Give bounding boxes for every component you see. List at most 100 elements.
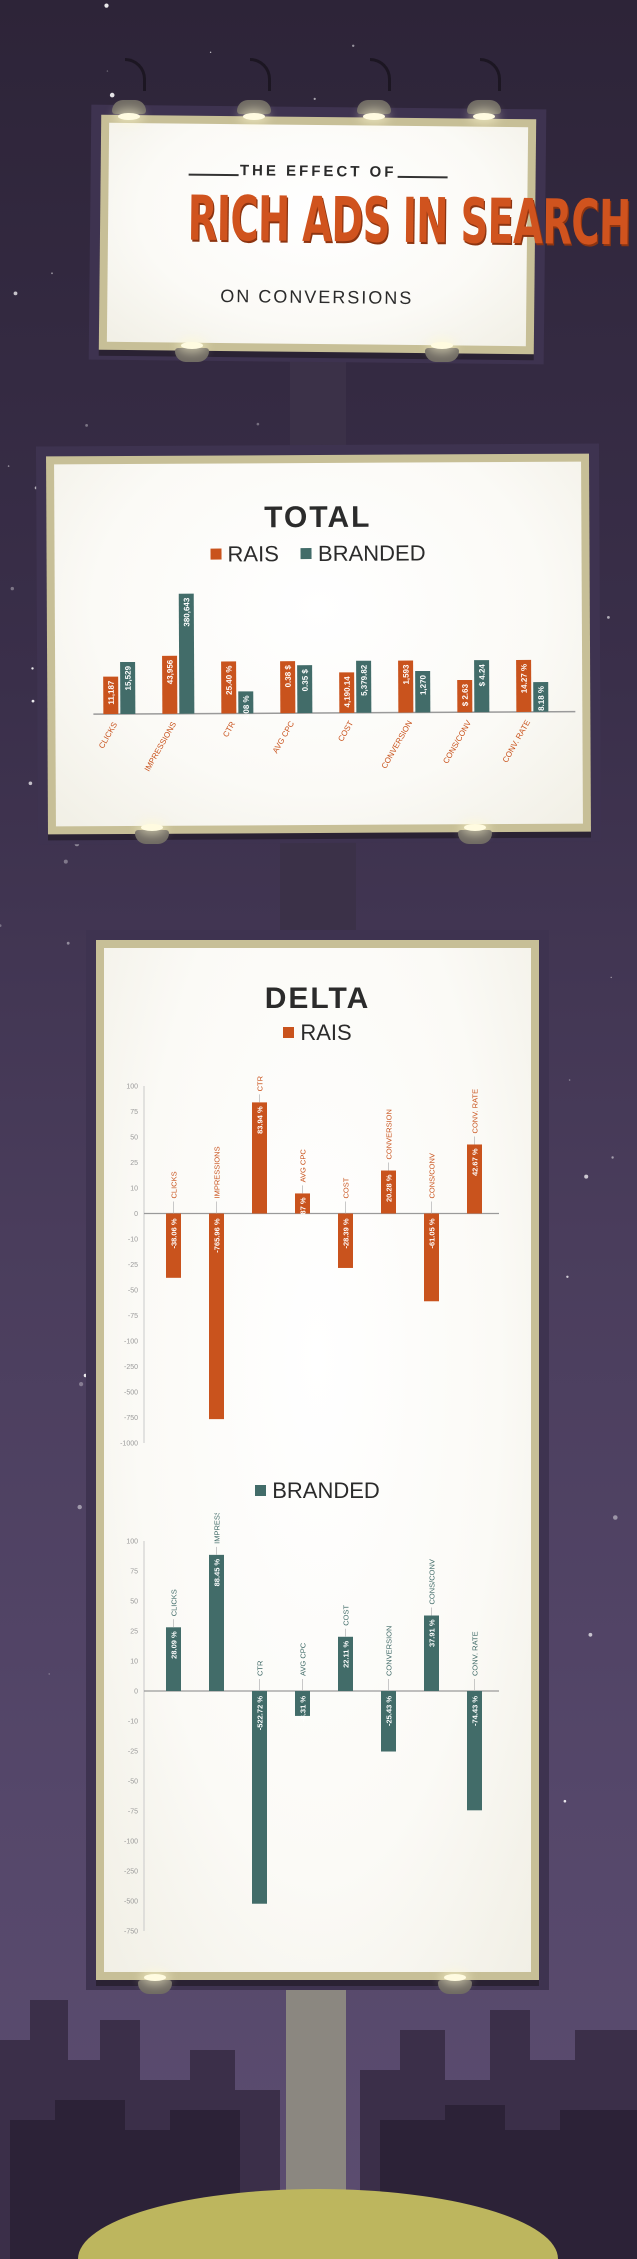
legend-swatch-branded bbox=[300, 548, 313, 560]
delta-bar bbox=[295, 1193, 310, 1214]
delta-bar-label: 88.45 % bbox=[213, 1559, 222, 1587]
delta-legend-label-branded: BRANDED bbox=[272, 1478, 380, 1503]
delta-bar bbox=[166, 1627, 181, 1691]
delta-bar-label: 28.09 % bbox=[170, 1631, 179, 1659]
delta-legend-swatch-branded bbox=[255, 1485, 267, 1496]
total-legend: RAIS BRANDED bbox=[54, 540, 581, 569]
title-line-3: ON CONVERSIONS bbox=[220, 285, 414, 309]
delta-y-tick-label: 10 bbox=[130, 1659, 138, 1666]
total-bar-label: 15,529 bbox=[124, 665, 133, 690]
star-icon bbox=[10, 586, 14, 591]
delta-y-tick-label: -250 bbox=[124, 1869, 138, 1876]
delta-y-tick-label: -1000 bbox=[120, 1441, 138, 1448]
spotlight-icon bbox=[237, 100, 271, 120]
delta-y-tick-label: -50 bbox=[128, 1288, 138, 1295]
total-bar-branded bbox=[415, 670, 431, 713]
delta-bar-label: 83.94 % bbox=[256, 1106, 265, 1134]
star-icon bbox=[104, 3, 109, 8]
total-billboard-panel: TOTAL RAIS BRANDED 11,187 15,529 CLICKS 43,… bbox=[54, 461, 583, 827]
delta-bar-label: -8.31 % bbox=[299, 1696, 308, 1722]
delta-bar bbox=[424, 1615, 439, 1691]
delta-legend-label-rais: RAIS bbox=[300, 1020, 352, 1045]
delta-bar bbox=[424, 1213, 439, 1302]
spotlight-icon bbox=[467, 100, 501, 120]
delta-billboard-panel: DELTA RAIS 100 75 50 25 10 0 -10 -25 -50 -75 -100-… bbox=[104, 948, 531, 1972]
star-icon bbox=[28, 781, 33, 786]
total-bar-rais bbox=[280, 661, 296, 714]
total-bar-rais bbox=[221, 661, 237, 714]
star-icon bbox=[13, 291, 18, 296]
delta-y-tick-label: -25 bbox=[128, 1262, 138, 1269]
total-bar-rais bbox=[162, 655, 178, 714]
total-bar-rais bbox=[457, 679, 473, 713]
star-icon bbox=[79, 1382, 84, 1387]
total-bar-branded bbox=[120, 661, 136, 715]
star-icon bbox=[256, 422, 260, 426]
total-bar-label: 14.27 % bbox=[520, 664, 529, 693]
delta-bar bbox=[295, 1691, 310, 1716]
star-icon bbox=[74, 841, 80, 847]
delta-y-tick-label: 0 bbox=[134, 1689, 138, 1696]
star-icon bbox=[39, 674, 42, 677]
delta-legend-rais: RAIS bbox=[104, 1020, 531, 1046]
star-icon bbox=[588, 1632, 593, 1637]
delta-y-tick-label: 10 bbox=[130, 1186, 138, 1193]
star-icon bbox=[34, 486, 38, 490]
total-bar-label: 0.35 $ bbox=[301, 669, 310, 692]
title-billboard: THE EFFECT OF RICH ADS IN SEARCH ON CONV… bbox=[98, 114, 631, 355]
total-category-label: AVG CPC bbox=[271, 719, 296, 754]
delta-bar bbox=[338, 1213, 353, 1268]
delta-bar bbox=[381, 1691, 396, 1752]
delta-y-tick-label: 25 bbox=[130, 1629, 138, 1636]
delta-bar-label: 42.67 % bbox=[471, 1148, 480, 1176]
title-billboard-panel: THE EFFECT OF RICH ADS IN SEARCH ON CONV… bbox=[106, 122, 631, 347]
delta-y-tick-label: 100 bbox=[126, 1084, 138, 1091]
delta-category-label: CLICKS bbox=[170, 1171, 179, 1198]
delta-rais-bar-chart: 100755025100-10-25-50-75-100-250-500-750… bbox=[120, 1075, 499, 1448]
star-icon bbox=[372, 837, 374, 839]
delta-bar-label: 7.87 % bbox=[299, 1197, 308, 1221]
total-category-label: IMPRESSIONS bbox=[143, 720, 178, 773]
star-icon bbox=[568, 1079, 571, 1081]
delta-category-label: CONVERSION bbox=[385, 1109, 394, 1159]
star-icon bbox=[465, 934, 468, 936]
delta-category-label: CONS/CONV bbox=[428, 1559, 437, 1604]
delta-bar bbox=[338, 1636, 353, 1691]
spotlight-icon bbox=[138, 1980, 172, 1994]
star-icon bbox=[51, 272, 53, 275]
delta-y-tick-label: -100 bbox=[124, 1339, 138, 1346]
spotlight-icon bbox=[438, 1980, 472, 1994]
delta-bar-label: -765.96 % bbox=[213, 1218, 222, 1253]
delta-y-tick-label: 75 bbox=[130, 1109, 138, 1116]
total-bar-branded bbox=[474, 660, 490, 713]
spotlight-icon bbox=[112, 100, 146, 120]
total-bar-label: 0.38 $ bbox=[284, 665, 293, 688]
total-bar-label: $ 2.63 bbox=[461, 683, 470, 706]
delta-category-label: IMPRESSIONS bbox=[213, 1146, 222, 1198]
total-category-label: CLICKS bbox=[97, 721, 119, 751]
total-bar-label: 4.08 % bbox=[242, 695, 251, 720]
total-bar-rais bbox=[339, 672, 355, 713]
billboard-post-middle bbox=[280, 820, 356, 960]
legend-label-rais: RAIS bbox=[227, 541, 279, 567]
delta-legend-swatch-rais bbox=[283, 1027, 295, 1038]
total-bar-label: 8.18 % bbox=[537, 686, 546, 711]
star-icon bbox=[166, 447, 171, 452]
delta-billboard: DELTA RAIS 100 75 50 25 10 0 -10 -25 -50 -75 -100-… bbox=[96, 940, 539, 1980]
total-category-label: CONS/CONV bbox=[441, 718, 473, 765]
delta-y-tick-label: -50 bbox=[128, 1779, 138, 1786]
delta-y-tick-label: -10 bbox=[128, 1237, 138, 1244]
delta-bar-label: -25.43 % bbox=[385, 1696, 394, 1726]
delta-bar bbox=[252, 1102, 267, 1214]
delta-bar bbox=[209, 1213, 224, 1420]
delta-bar-label: -61.05 % bbox=[428, 1218, 437, 1248]
delta-y-tick-label: 75 bbox=[130, 1569, 138, 1576]
star-icon bbox=[313, 97, 316, 100]
delta-y-tick-label: 25 bbox=[130, 1160, 138, 1167]
delta-category-label: AVG CPC bbox=[299, 1149, 308, 1183]
total-bar-rais bbox=[103, 676, 119, 715]
delta-y-tick-label: -25 bbox=[128, 1749, 138, 1756]
star-icon bbox=[106, 70, 109, 72]
total-bar-branded bbox=[356, 660, 372, 713]
delta-y-tick-label: -10 bbox=[128, 1719, 138, 1726]
